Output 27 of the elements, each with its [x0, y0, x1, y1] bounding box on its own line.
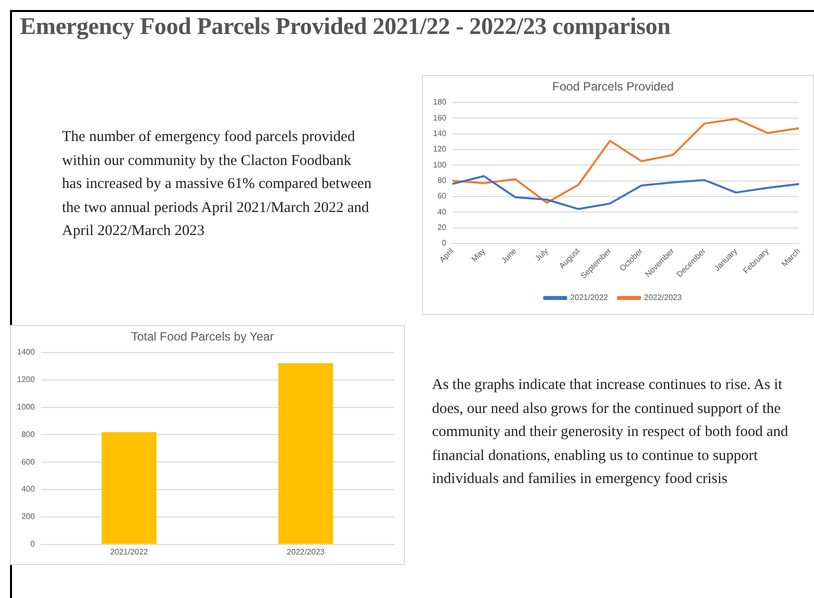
y-tick-label: 60: [437, 192, 447, 201]
x-tick-label: May: [470, 246, 487, 264]
y-tick-label: 100: [432, 160, 447, 170]
legend-label: 2021/2022: [570, 293, 609, 302]
y-tick-label: 20: [437, 223, 447, 232]
y-tick-label: 400: [21, 484, 36, 494]
y-tick-label: 120: [432, 144, 447, 154]
chart-title: Total Food Parcels by Year: [131, 330, 274, 344]
y-tick-label: 40: [437, 207, 447, 216]
y-tick-label: 800: [21, 430, 36, 439]
y-tick-label: 1000: [17, 402, 36, 412]
text: The number of emergency food parcels provided within our community by the Clacton Foodbank has increased by a massive 61% compared between the two annual periods April 2021/March 2022 and April 2022/March 2023: [62, 128, 372, 241]
y-tick-label: 1400: [17, 348, 36, 357]
text: Emergency Food Parcels Provided 2021/22 - 2022/23 comparison: [20, 14, 670, 41]
y-tick-label: 0: [30, 540, 36, 549]
y-tick-label: 80: [437, 176, 447, 186]
y-tick-label: 1200: [17, 375, 36, 384]
y-tick-label: 0: [442, 238, 447, 248]
y-tick-label: 140: [432, 128, 447, 138]
y-tick-label: 200: [21, 512, 36, 522]
y-tick-label: 180: [432, 98, 447, 107]
x-tick-label: July: [533, 246, 550, 263]
text: As the graphs indicate that increase continues to rise. As it does, our need also grows for the continued support of the community and their generosity in respect of both food and financial donations, enabling us to continue to support individuals and families in emergency food crisis: [432, 376, 790, 489]
y-tick-label: 600: [21, 457, 36, 466]
chart-title: Food Parcels Provided: [552, 80, 674, 94]
legend-label: 2022/2023: [644, 293, 682, 302]
y-tick-label: 160: [432, 113, 447, 122]
